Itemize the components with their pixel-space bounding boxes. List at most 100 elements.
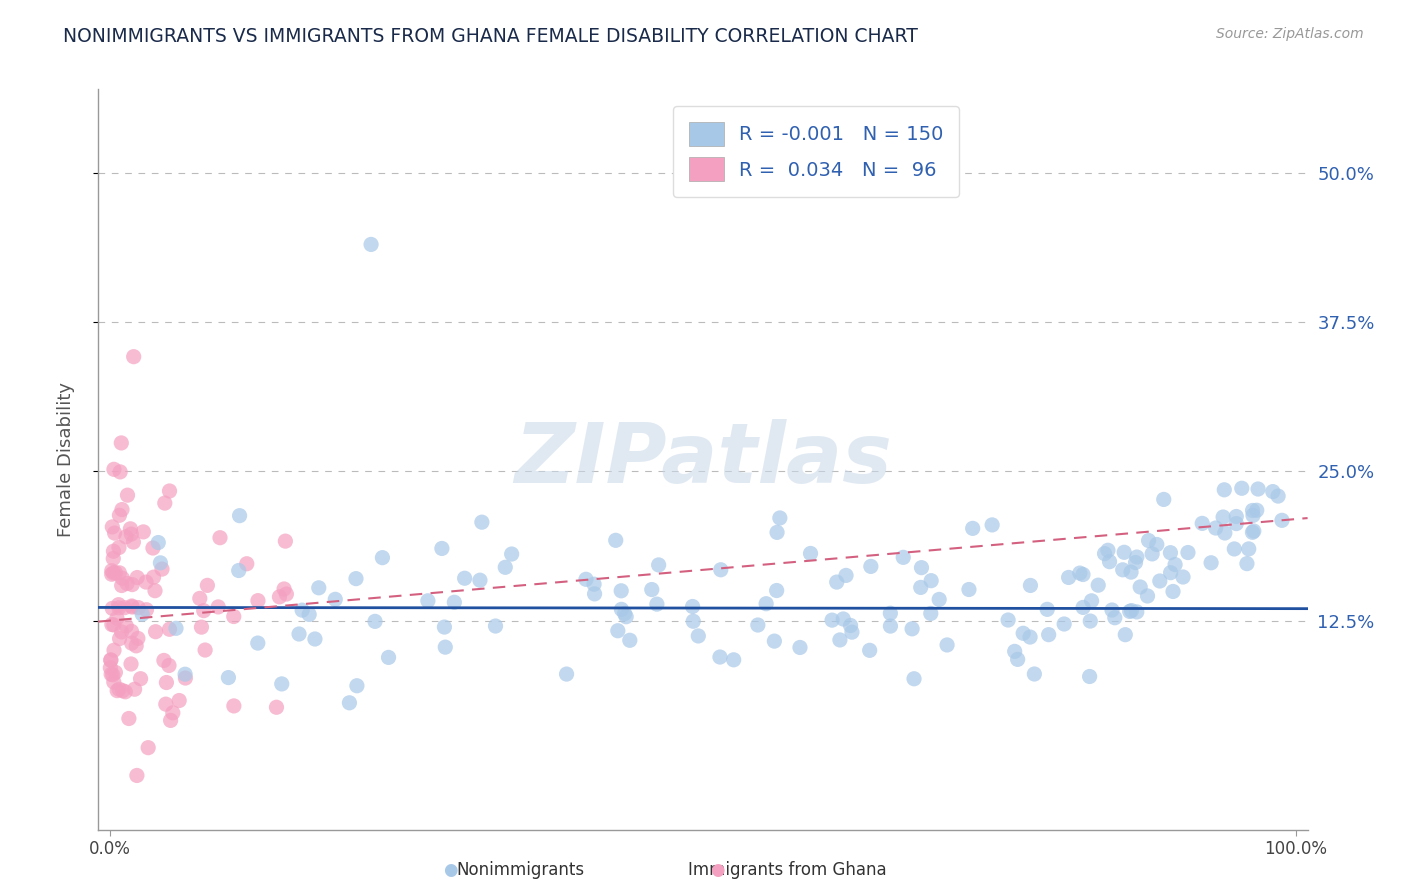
Point <box>416 594 439 608</box>
Point <box>555 667 578 681</box>
Point <box>165 621 187 635</box>
Point <box>1119 565 1142 579</box>
Point <box>1036 602 1059 616</box>
Point <box>859 559 882 574</box>
Point <box>981 517 1004 532</box>
Point <box>114 600 136 615</box>
Point <box>828 632 851 647</box>
Point <box>142 570 165 584</box>
Point <box>1146 537 1168 551</box>
Point <box>1053 617 1076 632</box>
Point <box>103 675 125 690</box>
Point <box>647 558 669 572</box>
Point <box>142 541 165 555</box>
Point <box>583 587 606 601</box>
Point <box>101 617 124 632</box>
Point <box>288 627 311 641</box>
Point <box>115 576 138 591</box>
Point <box>148 535 170 549</box>
Point <box>962 521 984 535</box>
Point <box>143 583 166 598</box>
Point <box>1112 563 1135 577</box>
Point <box>114 685 136 699</box>
Point <box>131 607 153 622</box>
Point <box>723 653 745 667</box>
Point <box>104 665 127 680</box>
Point <box>1007 652 1029 666</box>
Point <box>1261 484 1284 499</box>
Point <box>101 601 124 615</box>
Point <box>222 698 245 713</box>
Text: ●: ● <box>710 861 724 879</box>
Point <box>208 531 231 545</box>
Point <box>1080 594 1102 608</box>
Point <box>273 582 295 596</box>
Point <box>246 593 269 607</box>
Point <box>1246 503 1268 517</box>
Point <box>1114 545 1136 559</box>
Point <box>371 550 394 565</box>
Point <box>928 592 950 607</box>
Text: NONIMMIGRANTS VS IMMIGRANTS FROM GHANA FEMALE DISABILITY CORRELATION CHART: NONIMMIGRANTS VS IMMIGRANTS FROM GHANA F… <box>63 27 918 45</box>
Point <box>108 632 131 646</box>
Point <box>269 590 291 604</box>
Point <box>377 650 399 665</box>
Point <box>443 595 465 609</box>
Point <box>1071 600 1094 615</box>
Point <box>127 632 149 646</box>
Point <box>1237 541 1260 556</box>
Text: ZIPatlas: ZIPatlas <box>515 419 891 500</box>
Point <box>766 525 789 540</box>
Point <box>1087 578 1109 592</box>
Point <box>108 541 131 555</box>
Point <box>145 624 167 639</box>
Point <box>755 597 778 611</box>
Point <box>936 638 959 652</box>
Point <box>276 587 298 601</box>
Point <box>1078 669 1101 683</box>
Point <box>1114 628 1136 642</box>
Point <box>997 613 1019 627</box>
Point <box>1129 580 1152 594</box>
Point <box>765 583 787 598</box>
Point <box>1069 566 1091 580</box>
Point <box>1121 604 1143 618</box>
Point <box>207 599 229 614</box>
Point <box>1241 525 1264 540</box>
Point <box>157 658 180 673</box>
Point <box>821 613 844 627</box>
Point <box>1019 630 1042 644</box>
Point <box>246 636 269 650</box>
Point <box>222 609 245 624</box>
Point <box>763 634 786 648</box>
Point <box>167 693 190 707</box>
Point <box>174 667 197 681</box>
Point <box>274 534 297 549</box>
Point <box>108 682 131 697</box>
Point <box>1241 503 1264 517</box>
Point <box>1161 584 1184 599</box>
Point <box>111 571 134 585</box>
Point <box>120 522 142 536</box>
Point <box>150 562 173 576</box>
Point <box>121 599 143 613</box>
Point <box>159 483 181 498</box>
Point <box>1247 482 1270 496</box>
Point <box>799 546 821 560</box>
Point <box>1118 604 1140 618</box>
Point <box>117 488 139 502</box>
Point <box>111 502 134 516</box>
Point <box>111 578 134 592</box>
Point <box>1171 570 1194 584</box>
Point <box>105 683 128 698</box>
Point <box>174 671 197 685</box>
Point <box>682 614 704 628</box>
Point <box>110 436 132 450</box>
Point <box>308 581 330 595</box>
Point <box>613 607 636 621</box>
Point <box>1094 547 1116 561</box>
Point <box>1071 567 1094 582</box>
Point <box>105 611 128 625</box>
Point <box>1160 566 1182 580</box>
Point <box>98 661 121 675</box>
